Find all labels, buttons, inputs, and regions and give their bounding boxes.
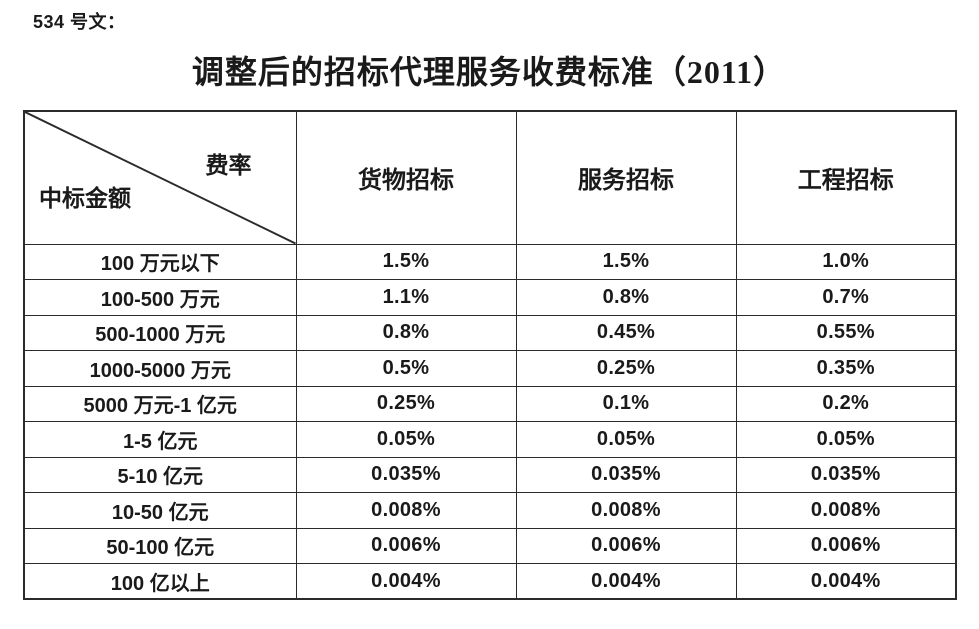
row-label: 100 万元以下 — [23, 243, 297, 280]
rate-value: 1.5% — [295, 243, 517, 280]
rate-value: 0.035% — [735, 456, 957, 493]
rate-value: 0.8% — [295, 314, 517, 351]
row-label: 100-500 万元 — [23, 279, 297, 316]
rate-value: 0.004% — [515, 563, 737, 600]
rate-value: 0.2% — [735, 385, 957, 422]
table-header-row: 费率 中标金额 货物招标 服务招标 工程招标 — [23, 110, 957, 245]
table-row: 1-5 亿元 0.05% 0.05% 0.05% — [23, 421, 957, 458]
rate-value: 0.45% — [515, 314, 737, 351]
rate-value: 1.1% — [295, 279, 517, 316]
corner-label-rate: 费率 — [205, 153, 252, 178]
table-row: 5-10 亿元 0.035% 0.035% 0.035% — [23, 456, 957, 493]
table-row: 100 亿以上 0.004% 0.004% 0.004% — [23, 563, 957, 600]
rate-value: 0.008% — [515, 492, 737, 529]
rate-value: 0.006% — [735, 527, 957, 564]
rate-value: 0.05% — [735, 421, 957, 458]
row-label: 500-1000 万元 — [23, 314, 297, 351]
row-label: 1000-5000 万元 — [23, 350, 297, 387]
table-row: 10-50 亿元 0.008% 0.008% 0.008% — [23, 492, 957, 529]
rate-value: 0.004% — [295, 563, 517, 600]
rate-value: 0.035% — [295, 456, 517, 493]
rate-value: 0.004% — [735, 563, 957, 600]
column-header-services: 服务招标 — [515, 110, 737, 245]
row-label: 5-10 亿元 — [23, 456, 297, 493]
diagonal-divider-line — [25, 112, 295, 243]
rate-value: 0.5% — [295, 350, 517, 387]
rate-value: 0.1% — [515, 385, 737, 422]
rate-value: 0.008% — [735, 492, 957, 529]
rate-value: 0.25% — [515, 350, 737, 387]
row-label: 100 亿以上 — [23, 563, 297, 600]
corner-label-bid-amount: 中标金额 — [39, 185, 131, 211]
table-row: 100 万元以下 1.5% 1.5% 1.0% — [23, 243, 957, 280]
column-header-engineering: 工程招标 — [735, 110, 957, 245]
rate-value: 0.25% — [295, 385, 517, 422]
row-label: 10-50 亿元 — [23, 492, 297, 529]
column-header-goods: 货物招标 — [295, 110, 517, 245]
table-row: 1000-5000 万元 0.5% 0.25% 0.35% — [23, 350, 957, 387]
page-title: 调整后的招标代理服务收费标准（2011） — [191, 54, 787, 90]
rate-value: 1.0% — [735, 243, 957, 280]
rate-value: 1.5% — [515, 243, 737, 280]
doc-number: 534 号文： — [33, 12, 126, 32]
rate-value: 0.55% — [735, 314, 957, 351]
table-row: 5000 万元-1 亿元 0.25% 0.1% 0.2% — [23, 385, 957, 422]
fee-rate-table: 费率 中标金额 货物招标 服务招标 工程招标 100 万元以下 1.5% 1.5… — [23, 110, 957, 600]
table-row: 100-500 万元 1.1% 0.8% 0.7% — [23, 279, 957, 316]
rate-value: 0.8% — [515, 279, 737, 316]
rate-value: 0.35% — [735, 350, 957, 387]
row-label: 5000 万元-1 亿元 — [23, 385, 297, 422]
rate-value: 0.05% — [295, 421, 517, 458]
diagonal-header-cell: 费率 中标金额 — [23, 110, 297, 245]
row-label: 50-100 亿元 — [23, 527, 297, 564]
rate-value: 0.008% — [295, 492, 517, 529]
rate-value: 0.7% — [735, 279, 957, 316]
table-row: 500-1000 万元 0.8% 0.45% 0.55% — [23, 314, 957, 351]
rate-value: 0.006% — [515, 527, 737, 564]
table-row: 50-100 亿元 0.006% 0.006% 0.006% — [23, 527, 957, 564]
row-label: 1-5 亿元 — [23, 421, 297, 458]
rate-value: 0.006% — [295, 527, 517, 564]
rate-value: 0.05% — [515, 421, 737, 458]
rate-value: 0.035% — [515, 456, 737, 493]
